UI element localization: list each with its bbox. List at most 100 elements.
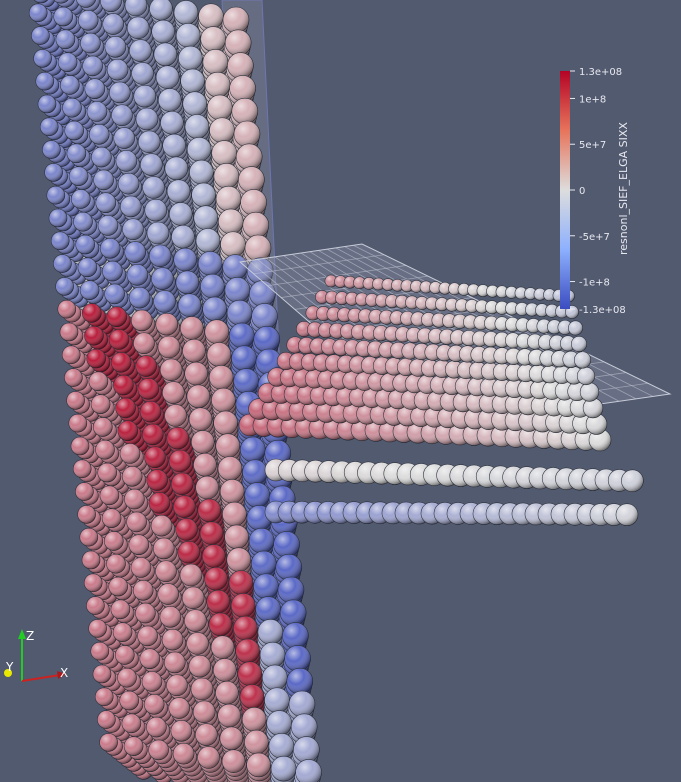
particle-shading — [60, 323, 78, 341]
particle-shading — [177, 541, 200, 564]
particle-shading — [42, 140, 61, 159]
particle-shading — [293, 736, 320, 763]
particle-shading — [220, 231, 246, 257]
particle-shading — [71, 437, 89, 455]
particle-shading — [51, 231, 70, 250]
particle-shading — [193, 205, 218, 230]
particle-shading — [242, 707, 267, 732]
particle-shading — [253, 573, 279, 599]
particle-shading — [126, 264, 148, 286]
particle-shading — [68, 414, 87, 433]
particle-shading — [198, 3, 224, 29]
particle-shading — [79, 528, 98, 547]
particle-shading — [251, 303, 278, 330]
particle-shading — [77, 505, 96, 524]
particle-shading — [148, 739, 169, 760]
particle-shading — [129, 287, 151, 309]
particle-shading — [151, 20, 175, 44]
particle-shading — [153, 290, 176, 313]
particle-shading — [115, 397, 136, 418]
particle-shading — [64, 121, 84, 141]
particle-shading — [229, 322, 255, 348]
particle-shading — [142, 176, 165, 199]
particle-shading — [244, 482, 270, 508]
particle-shading — [206, 590, 230, 614]
particle-shading — [170, 720, 192, 742]
particle-shading — [164, 156, 188, 180]
particle-shading — [200, 274, 225, 299]
particle-shading — [289, 691, 315, 717]
particle-shading — [135, 355, 157, 377]
particle-shading — [217, 704, 241, 728]
particle-shading — [122, 218, 144, 240]
particle-shading — [111, 352, 132, 373]
particle-shading — [182, 91, 207, 116]
particle-shading — [197, 746, 220, 769]
particle-shading — [122, 466, 143, 487]
particle-shading — [133, 85, 156, 108]
particle-shading — [229, 570, 253, 595]
particle-shading — [139, 648, 160, 669]
particle-shading — [198, 251, 223, 276]
particle-shading — [162, 381, 185, 404]
particle-shading — [249, 528, 275, 554]
particle-shading — [31, 26, 50, 45]
particle-shading — [69, 166, 89, 186]
particle-shading — [121, 713, 141, 733]
particle-shading — [82, 303, 102, 323]
particle-shading — [100, 238, 121, 259]
particle-shading — [224, 524, 249, 549]
particle-shading — [80, 280, 100, 300]
particle-shading — [191, 182, 216, 207]
particle-shading — [110, 599, 130, 619]
particle-shading — [131, 309, 153, 331]
particle-shading — [180, 68, 205, 93]
particle-shading — [62, 98, 82, 118]
particle-shading — [124, 489, 145, 510]
particle-shading — [167, 179, 191, 203]
particle-shading — [93, 665, 111, 683]
particle-shading — [193, 453, 217, 477]
particle-shading — [227, 300, 253, 326]
particle-shading — [113, 127, 135, 149]
particle-shading — [176, 23, 201, 48]
particle-shading — [200, 521, 224, 545]
particle-shading — [146, 469, 168, 491]
particle-shading — [58, 52, 78, 72]
particle-shading — [233, 368, 259, 394]
particle-shading — [224, 277, 250, 303]
particle-shading — [104, 283, 125, 304]
particle-shading — [151, 515, 173, 537]
particle-shading — [196, 228, 220, 253]
particle-shading — [209, 365, 234, 390]
particle-shading — [191, 430, 215, 454]
particle-shading — [57, 300, 76, 319]
particle-shading — [166, 674, 188, 696]
particle-shading — [71, 189, 91, 209]
particle-shading — [157, 583, 179, 605]
particle-shading — [222, 749, 246, 773]
particle-shading — [77, 257, 97, 277]
particle-shading — [222, 502, 247, 527]
particle-shading — [118, 173, 140, 195]
particle-shading — [91, 147, 112, 168]
particle-shading — [142, 423, 164, 445]
particle-shading — [144, 694, 165, 715]
particle-shading — [204, 319, 229, 344]
particle-shading — [88, 619, 107, 638]
particle-shading — [240, 189, 267, 216]
particle-shading — [97, 463, 117, 483]
particle-shading — [120, 195, 142, 217]
particle-shading — [153, 42, 177, 66]
particle-shading — [55, 29, 75, 49]
particle-shading — [220, 479, 245, 504]
particle-shading — [148, 492, 170, 514]
particle-shading — [222, 254, 248, 280]
particle-shading — [218, 208, 244, 234]
particle-shading — [282, 622, 309, 649]
particle-shading — [273, 531, 300, 558]
particle-shading — [284, 645, 311, 672]
particle-shading — [286, 668, 313, 695]
particle-shading — [66, 143, 86, 163]
